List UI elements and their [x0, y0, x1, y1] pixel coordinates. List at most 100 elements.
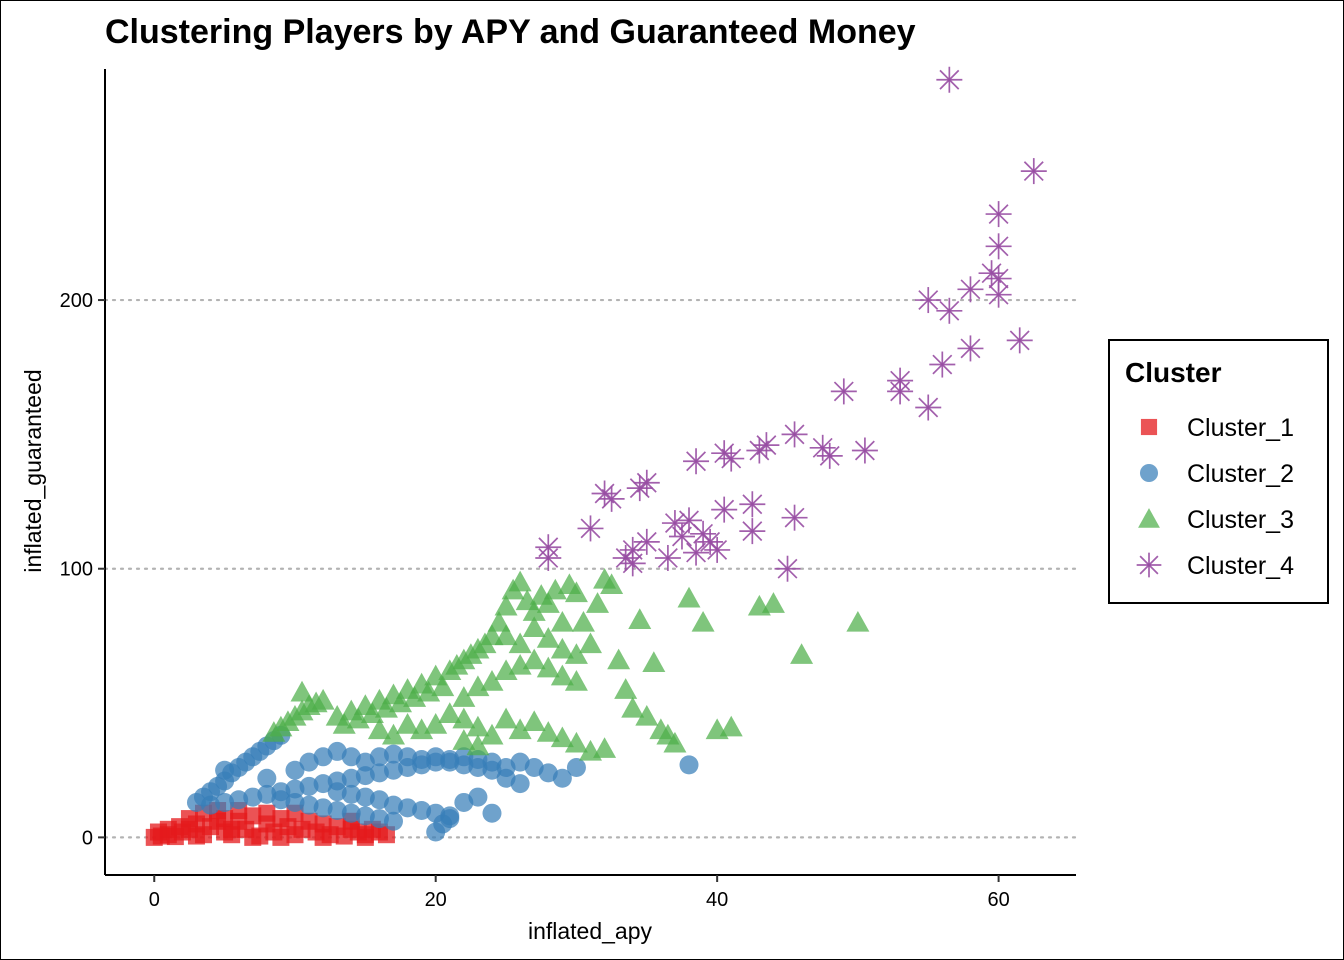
point-cluster-3-88	[522, 648, 546, 670]
point-cluster-3-76	[564, 731, 588, 753]
point-cluster-3-85	[480, 670, 504, 691]
point-cluster-3-99	[466, 734, 490, 756]
point-cluster-3-69	[466, 715, 490, 737]
point-cluster-1-49	[314, 828, 332, 846]
point-cluster-3-24	[431, 675, 455, 697]
point-cluster-4-10	[957, 335, 984, 362]
point-cluster-3-79	[367, 718, 391, 740]
point-cluster-2-67	[482, 803, 502, 823]
point-cluster-3-41	[550, 610, 574, 632]
point-cluster-4-30	[577, 515, 604, 542]
point-cluster-1-45	[171, 818, 189, 836]
point-cluster-2-75	[271, 790, 291, 810]
point-cluster-3-7	[311, 688, 335, 710]
point-cluster-3-73	[522, 710, 546, 732]
point-cluster-3-8	[290, 680, 314, 702]
y-tick-label-0: 0	[82, 827, 93, 849]
point-cluster-2-48	[426, 747, 446, 767]
point-cluster-3-71	[494, 707, 518, 729]
point-cluster-4-15	[915, 394, 942, 421]
y-tick-label-100: 100	[60, 559, 93, 581]
point-cluster-3-98	[452, 729, 476, 750]
point-cluster-4-26	[633, 469, 660, 496]
y-tick-label-200: 200	[60, 290, 93, 312]
point-cluster-4-23	[711, 440, 738, 467]
point-cluster-4-8	[936, 297, 963, 324]
point-cluster-2-25	[369, 763, 389, 783]
legend-key-cluster-2	[1139, 463, 1159, 483]
point-cluster-1-44	[149, 823, 167, 841]
point-cluster-3-87	[508, 653, 532, 675]
point-cluster-3-92	[494, 624, 518, 646]
point-cluster-2-16	[243, 787, 263, 807]
legend-key-cluster-1	[1140, 418, 1158, 436]
legend-label-cluster-2: Cluster_2	[1187, 460, 1294, 488]
point-cluster-3-64	[790, 643, 814, 664]
point-cluster-3-89	[536, 656, 560, 678]
point-cluster-2-23	[341, 768, 361, 788]
point-cluster-2-58	[398, 798, 418, 818]
x-axis-ticks: 0 20 40 60	[149, 875, 1010, 911]
point-cluster-1-42	[258, 804, 276, 822]
point-cluster-3-96	[550, 637, 574, 659]
point-cluster-2-74	[679, 755, 699, 775]
point-cluster-4-36	[683, 539, 710, 566]
point-cluster-2-54	[341, 784, 361, 804]
point-cluster-4-0	[936, 66, 963, 93]
point-cluster-1-47	[244, 828, 262, 846]
point-cluster-4-16	[830, 378, 857, 405]
point-cluster-3-22	[417, 680, 441, 702]
point-cluster-3-54	[642, 651, 666, 672]
x-axis-title: inflated_apy	[528, 918, 653, 944]
point-cluster-4-4	[978, 260, 1005, 287]
point-cluster-2-24	[355, 766, 375, 786]
x-tick-label-20: 20	[425, 889, 447, 911]
point-cluster-3-52	[628, 608, 652, 629]
point-cluster-4-31	[661, 510, 688, 537]
point-cluster-3-95	[536, 627, 560, 648]
point-cluster-3-66	[424, 713, 448, 734]
x-tick-label-40: 40	[706, 889, 728, 911]
point-cluster-3-33	[494, 594, 518, 616]
y-axis-ticks: 0 100 200	[60, 290, 105, 849]
point-cluster-4-42	[612, 544, 639, 571]
point-cluster-4-6	[985, 281, 1012, 308]
point-cluster-2-19	[285, 779, 305, 799]
point-cluster-4-35	[704, 536, 731, 563]
point-cluster-4-18	[746, 437, 773, 464]
point-cluster-3-90	[550, 664, 574, 686]
point-cluster-3-86	[494, 659, 518, 681]
point-cluster-2-13	[201, 795, 221, 815]
point-cluster-3-46	[586, 592, 610, 613]
legend: Cluster Cluster_1Cluster_2Cluster_3Clust…	[1108, 339, 1329, 604]
point-cluster-3-72	[508, 718, 532, 740]
point-cluster-2-72	[552, 768, 572, 788]
point-cluster-3-43	[564, 581, 588, 603]
point-cluster-4-7	[957, 276, 984, 303]
point-cluster-3-32	[487, 610, 511, 632]
point-cluster-2-76	[285, 792, 305, 812]
point-cluster-3-74	[536, 721, 560, 742]
point-cluster-2-59	[412, 801, 432, 821]
data-points	[145, 66, 1047, 846]
point-cluster-2-36	[215, 760, 235, 780]
point-cluster-3-20	[403, 686, 427, 707]
point-cluster-2-49	[440, 749, 460, 769]
point-cluster-4-49	[535, 534, 562, 561]
point-cluster-3-58	[677, 586, 701, 608]
point-cluster-2-77	[299, 795, 319, 815]
legend-key-cluster-4	[1136, 552, 1162, 578]
point-cluster-2-37	[257, 768, 277, 788]
point-cluster-3-57	[663, 731, 687, 753]
x-tick-label-0: 0	[149, 889, 160, 911]
point-cluster-3-67	[438, 702, 462, 723]
point-cluster-4-43	[711, 496, 738, 523]
point-cluster-4-39	[633, 528, 660, 555]
point-cluster-4-37	[668, 523, 695, 550]
point-cluster-3-97	[564, 643, 588, 664]
point-cluster-2-21	[313, 774, 333, 794]
legend-label-cluster-4: Cluster_4	[1187, 552, 1294, 580]
point-cluster-4-27	[626, 475, 653, 502]
point-cluster-2-44	[369, 747, 389, 767]
